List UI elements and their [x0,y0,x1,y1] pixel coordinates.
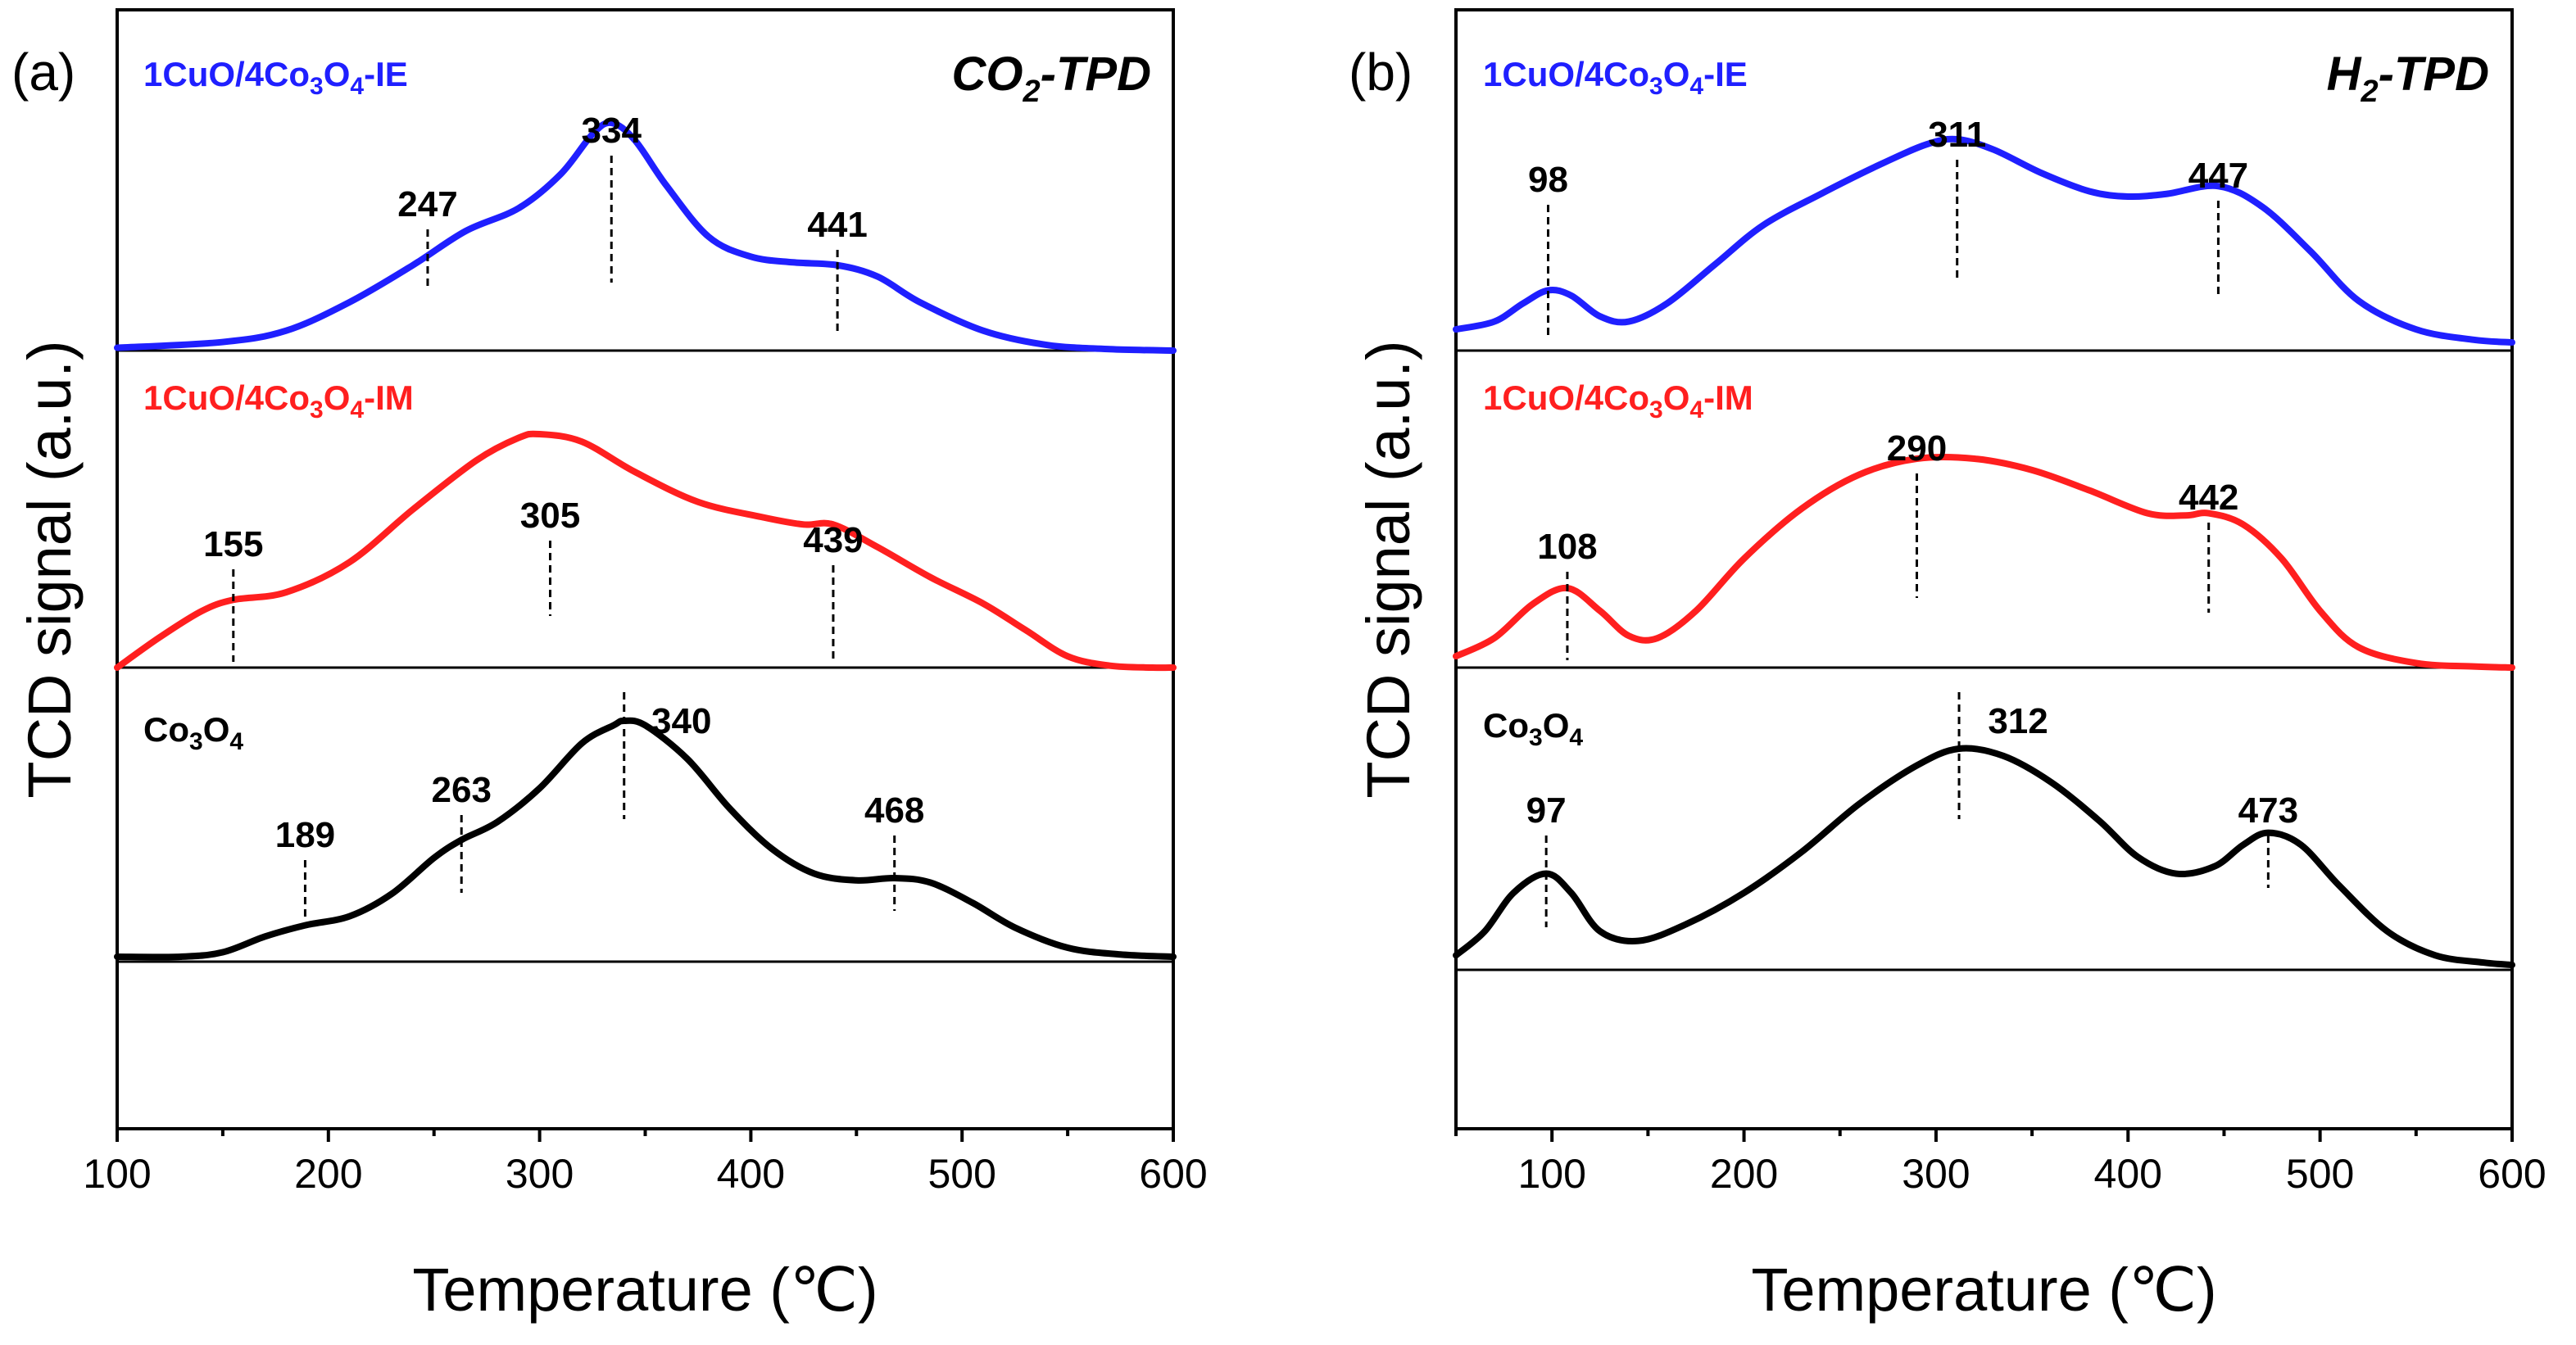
series-label-1cuo-4co3o4-ie: 1CuO/4Co3O4-IE [143,55,408,100]
y-axis-title: TCD signal (a.u.) [16,340,84,798]
series-label-co3o4: Co3O4 [1483,706,1583,751]
series-line-1cuo-4co3o4-ie [1453,135,2515,346]
peak-label: 98 [1528,160,1568,200]
chart-title: CO2-TPD [952,48,1151,109]
chart-title: H2-TPD [2327,48,2489,109]
series-label-1cuo-4co3o4-im: 1CuO/4Co3O4-IM [143,378,414,423]
peak-label: 311 [1928,115,1986,155]
peak-label: 442 [2179,478,2238,518]
series-label-co3o4: Co3O4 [143,710,243,755]
panel-h2-tpd: 100 200 300 400 500 600 Temperature (℃) TCD sig… [1349,8,2547,1324]
series-line-1cuo-4co3o4-ie [114,119,1177,354]
x-tick-label: 100 [1517,1151,1585,1197]
peak-label: 108 [1537,527,1597,567]
x-tick-label: 500 [2286,1151,2354,1197]
plot-frame [1454,8,2514,1130]
series-label-1cuo-4co3o4-im: 1CuO/4Co3O4-IM [1483,378,1753,423]
peak-label: 155 [203,524,263,564]
peak-label: 290 [1887,428,1947,469]
peak-label: 468 [864,790,924,831]
series-line-1cuo-4co3o4-im [1453,453,2515,671]
peak-label: 247 [397,184,457,224]
peak-label: 189 [275,815,335,855]
x-tick-label: 100 [83,1151,151,1197]
peak-label: 312 [1988,701,2048,741]
peak-label: 305 [520,496,580,536]
peak-label: 263 [432,770,492,810]
x-tick-label: 600 [1139,1151,1207,1197]
peak-label: 447 [2188,156,2248,196]
peak-label: 334 [582,111,642,151]
peak-label: 97 [1526,790,1567,831]
x-tick-label: 500 [927,1151,995,1197]
peak-label: 473 [2238,790,2298,831]
x-tick-label: 600 [2478,1151,2546,1197]
x-tick-label: 200 [294,1151,362,1197]
peak-label: 441 [807,205,867,245]
x-tick-label: 300 [1902,1151,1970,1197]
x-axis-title: Temperature (℃) [1751,1256,2216,1324]
peak-label: 340 [651,701,711,741]
panel-co2-tpd: 100 200 300 400 500 600 Temperature (℃) TCD sig… [11,8,1208,1324]
series-label-1cuo-4co3o4-ie: 1CuO/4Co3O4-IE [1483,55,1748,100]
series-line-co3o4 [1453,745,2515,968]
x-tick-label: 300 [506,1151,574,1197]
y-axis-title: TCD signal (a.u.) [1354,340,1422,798]
x-tick-label: 200 [1710,1151,1778,1197]
panel-label: (a) [11,43,75,102]
peak-label: 439 [803,520,863,560]
series-line-1cuo-4co3o4-im [114,430,1177,672]
x-axis-title: Temperature (℃) [412,1256,878,1324]
panel-label: (b) [1349,43,1413,102]
x-tick-label: 400 [2094,1151,2162,1197]
x-tick-label: 400 [717,1151,785,1197]
